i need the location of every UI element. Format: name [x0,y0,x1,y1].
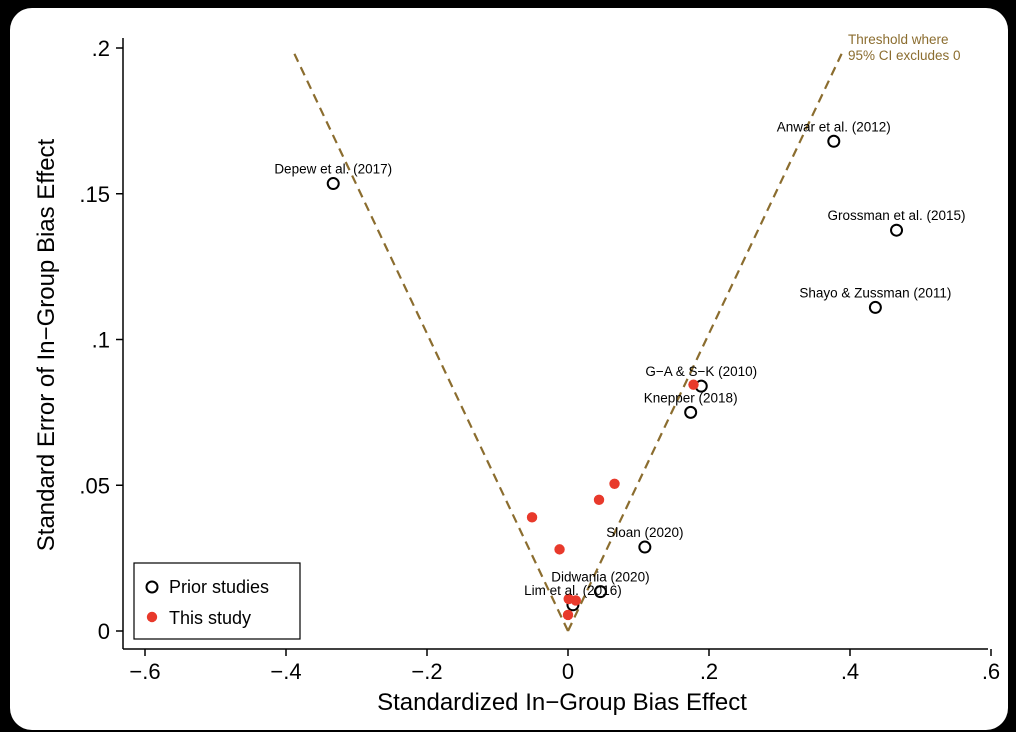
this-study-point [526,512,538,523]
x-tick-label: −.6 [129,659,160,684]
point-label: Sloan (2020) [606,525,683,540]
point-label: Lim et al. (2016) [524,583,622,598]
x-tick-label: .6 [982,659,1000,684]
threshold-lines [293,53,843,632]
point-label: Grossman et al. (2015) [827,208,965,223]
legend-marker-prior [145,580,159,594]
point-label: Depew et al. (2017) [274,162,392,177]
threshold-line-left [293,53,569,632]
chart-frame: −.6 −.4 −.2 0 .2 .4 .6 0 .05 .1 .15 .2 Depew et al… [10,8,1008,730]
x-tick-label: −.4 [270,659,301,684]
x-tick-label: .4 [841,659,859,684]
prior-study-point [684,405,698,419]
y-axis-title: Standard Error of In−Group Bias Effect [33,138,60,551]
x-tick-label: −.2 [411,659,442,684]
legend-label-prior: Prior studies [169,577,269,597]
this-study-point [688,379,699,390]
x-axis-title: Standardized In−Group Bias Effect [377,689,747,716]
legend-label-this: This study [169,608,251,628]
y-tick-label: 0 [98,619,110,644]
point-label: Didwania (2020) [551,570,649,585]
point-label: G−A & S−K (2010) [645,364,757,379]
prior-study-point [593,585,607,599]
prior-study-point [890,223,904,237]
legend-marker-this [146,611,158,623]
point-label: Shayo & Zussman (2011) [799,285,951,300]
this-study-point [562,609,574,621]
threshold-label-line-2: 95% CI excludes 0 [848,48,961,63]
threshold-label-line-1: Threshold where [848,32,949,47]
prior-study-point [868,300,882,314]
scatter-plot: −.6 −.4 −.2 0 .2 .4 .6 0 .05 .1 .15 .2 Depew et al… [33,32,1000,716]
threshold-line-right [567,53,843,632]
this-study-point [554,544,565,555]
y-ticks: 0 .05 .1 .15 .2 [79,36,123,644]
legend-box [133,562,301,640]
legend: Prior studies This study [133,562,301,640]
this-study-point [609,478,620,489]
this-study-point [570,595,581,606]
prior-study-point [638,540,652,554]
y-tick-label: .1 [92,328,110,353]
x-tick-label: 0 [562,659,574,684]
prior-study-point [827,134,841,148]
point-label: Anwar et al. (2012) [777,119,891,134]
point-labels: Depew et al. (2017) Anwar et al. (2012) Gr… [274,119,965,597]
point-label: Knepper (2018) [644,390,738,405]
y-tick-label: .05 [79,473,110,498]
x-tick-label: .2 [700,659,718,684]
this-study-point [593,494,605,506]
x-ticks: −.6 −.4 −.2 0 .2 .4 .6 [129,649,1000,684]
y-tick-label: .15 [79,182,110,207]
prior-study-point [326,177,340,191]
data-points [326,134,904,621]
y-tick-label: .2 [92,36,110,61]
